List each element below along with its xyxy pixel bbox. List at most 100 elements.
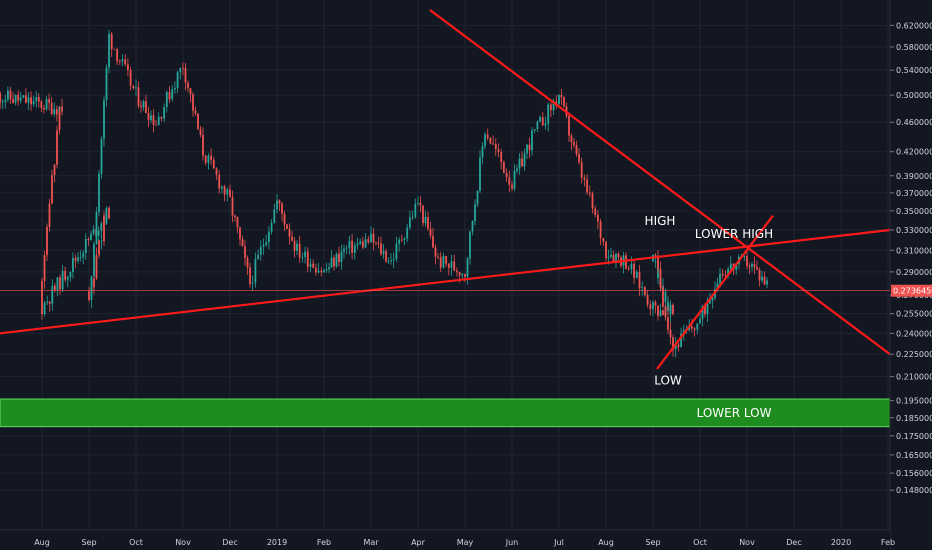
- candle-body: [351, 240, 353, 253]
- candle-body: [90, 233, 92, 241]
- candle-body: [338, 253, 340, 262]
- candle-body: [711, 297, 714, 301]
- candle-body: [729, 263, 732, 269]
- candle-body: [521, 158, 523, 167]
- candle-body: [40, 101, 43, 108]
- candle-body: [547, 104, 550, 124]
- candle-body: [657, 255, 659, 269]
- candle-body: [276, 200, 278, 210]
- candle-body: [406, 227, 409, 239]
- candle-body: [84, 238, 87, 254]
- y-tick-label: 0.50000000: [896, 91, 932, 100]
- candle-body: [706, 303, 709, 315]
- y-tick-label: 0.37000000: [896, 189, 932, 198]
- candle-body: [615, 253, 617, 262]
- candle-body: [221, 186, 223, 189]
- candle-body: [680, 333, 682, 348]
- candle-body: [461, 273, 464, 276]
- candle-body: [262, 244, 265, 247]
- candle-body: [202, 134, 204, 156]
- candle-body: [458, 272, 461, 276]
- candle-body: [6, 90, 9, 100]
- candle-body: [345, 247, 348, 249]
- y-tick-label: 0.29000000: [896, 268, 932, 277]
- candle-body: [409, 217, 411, 228]
- candle-body: [526, 144, 528, 154]
- candle-body: [387, 261, 390, 262]
- time-axis[interactable]: [0, 530, 890, 550]
- x-tick-label: Aug: [34, 538, 50, 547]
- candle-body: [654, 254, 657, 256]
- candle-body: [157, 116, 160, 126]
- candle-body: [481, 146, 484, 158]
- candle-body: [210, 155, 212, 160]
- candle-body: [356, 243, 359, 246]
- candle-body: [466, 258, 469, 277]
- trendline: [656, 214, 774, 370]
- candle-body: [330, 257, 333, 268]
- candle-body: [348, 240, 351, 248]
- candle-body: [61, 106, 63, 112]
- y-tick-label: 0.16500000: [896, 451, 932, 460]
- candle-body: [298, 243, 301, 258]
- candle-body: [471, 221, 474, 232]
- candle-body: [390, 260, 392, 262]
- candle-body: [179, 67, 182, 73]
- candle-body: [98, 173, 100, 213]
- candle-body: [14, 94, 17, 103]
- candle-body: [64, 270, 67, 280]
- candle-body: [137, 87, 140, 106]
- candle-body: [503, 162, 505, 173]
- candle-body: [306, 251, 309, 267]
- candle-body: [370, 233, 372, 243]
- candle-body: [583, 178, 586, 180]
- candle-body: [268, 231, 270, 243]
- candle-body: [343, 248, 345, 252]
- candle-body: [100, 240, 103, 242]
- candle-body: [646, 294, 649, 305]
- candle-body: [90, 276, 93, 300]
- y-tick-label: 0.54000000: [896, 66, 932, 75]
- candle-body: [160, 116, 163, 119]
- zone-label: LOWER LOW: [697, 406, 772, 420]
- candle-body: [453, 261, 456, 271]
- candle-body: [633, 263, 635, 278]
- candle-body: [116, 49, 118, 62]
- candle-body: [0, 93, 2, 103]
- candle-body: [176, 72, 179, 89]
- candle-body: [721, 273, 724, 276]
- candle-body: [53, 164, 56, 176]
- candle-body: [150, 115, 152, 121]
- y-tick-label: 0.15600000: [896, 469, 932, 478]
- candle-body: [251, 282, 254, 284]
- candle-body: [48, 301, 51, 304]
- candle-body: [317, 270, 320, 273]
- candle-body: [165, 92, 168, 108]
- x-tick-label: 2020: [831, 538, 851, 547]
- candle-body: [43, 302, 46, 315]
- candle-body: [340, 251, 343, 262]
- y-tick-label: 0.33000000: [896, 226, 932, 235]
- candle-body: [77, 257, 79, 261]
- x-tick-label: Nov: [739, 538, 755, 547]
- candle-body: [654, 261, 657, 263]
- price-axis[interactable]: [890, 0, 932, 550]
- candle-body: [335, 253, 338, 267]
- candle-body: [265, 242, 268, 245]
- candle-body: [753, 264, 756, 268]
- x-tick-label: Apr: [411, 538, 426, 547]
- candle-body: [41, 280, 43, 315]
- candle-body: [53, 109, 56, 114]
- candle-body: [398, 239, 400, 244]
- x-tick-label: Nov: [175, 538, 191, 547]
- candle-body: [638, 271, 641, 289]
- y-tick-label: 0.42000000: [896, 148, 932, 157]
- candle-body: [588, 192, 591, 194]
- candle-body: [417, 203, 419, 204]
- candle-body: [672, 337, 674, 350]
- candle-body: [288, 228, 291, 237]
- candle-body: [257, 254, 259, 260]
- candle-body: [591, 193, 594, 209]
- candle-body: [743, 256, 746, 257]
- candle-body: [497, 149, 500, 153]
